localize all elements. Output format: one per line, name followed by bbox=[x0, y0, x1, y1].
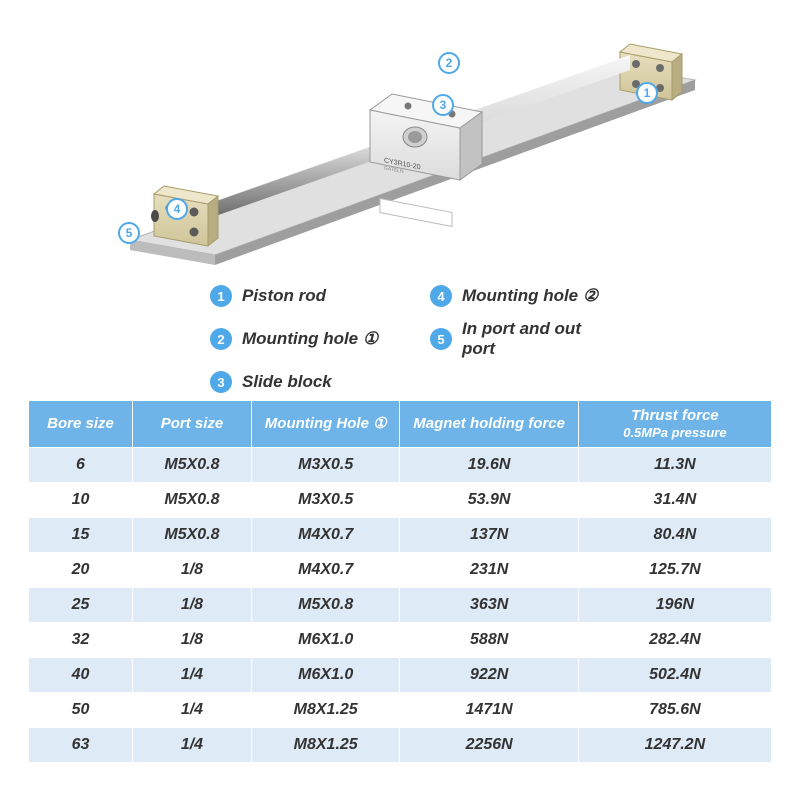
table-cell: 6 bbox=[29, 447, 133, 482]
table-cell: M4X0.7 bbox=[251, 517, 400, 552]
legend-badge-5: 5 bbox=[430, 328, 452, 350]
column-header: Port size bbox=[133, 401, 252, 448]
table-cell: 1/8 bbox=[133, 552, 252, 587]
table-cell: 1/8 bbox=[133, 622, 252, 657]
table-cell: 2256N bbox=[400, 727, 578, 762]
table-row: 401/4M6X1.0922N502.4N bbox=[29, 657, 772, 692]
table-row: 631/4M8X1.252256N1247.2N bbox=[29, 727, 772, 762]
legend-label: Mounting hole ① bbox=[242, 329, 378, 349]
table-cell: M8X1.25 bbox=[251, 692, 400, 727]
table-row: 251/8M5X0.8363N196N bbox=[29, 587, 772, 622]
table-cell: 1471N bbox=[400, 692, 578, 727]
legend-item-2: 2 Mounting hole ① bbox=[210, 319, 390, 359]
table-cell: 15 bbox=[29, 517, 133, 552]
table-cell: 785.6N bbox=[578, 692, 771, 727]
table-cell: 588N bbox=[400, 622, 578, 657]
callout-3: 3 bbox=[432, 94, 454, 116]
legend-item-1: 1 Piston rod bbox=[210, 285, 390, 307]
column-header: Mounting Hole ① bbox=[251, 401, 400, 448]
table-cell: 1/4 bbox=[133, 727, 252, 762]
table-cell: M5X0.8 bbox=[133, 517, 252, 552]
table-cell: 10 bbox=[29, 482, 133, 517]
legend-item-4: 4 Mounting hole ② bbox=[430, 285, 610, 307]
table-cell: 502.4N bbox=[578, 657, 771, 692]
legend-badge-2: 2 bbox=[210, 328, 232, 350]
legend-item-5: 5 In port and out port bbox=[430, 319, 610, 359]
table-cell: 31.4N bbox=[578, 482, 771, 517]
table-body: 6M5X0.8M3X0.519.6N11.3N10M5X0.8M3X0.553.… bbox=[29, 447, 772, 762]
table-row: 501/4M8X1.251471N785.6N bbox=[29, 692, 772, 727]
table-cell: M5X0.8 bbox=[133, 447, 252, 482]
table-cell: M4X0.7 bbox=[251, 552, 400, 587]
callout-2: 2 bbox=[438, 52, 460, 74]
product-diagram: CY3R10-20 GATELN 1 2 3 4 5 bbox=[0, 0, 800, 300]
callout-4: 4 bbox=[166, 198, 188, 220]
column-header: Magnet holding force bbox=[400, 401, 578, 448]
page-root: CY3R10-20 GATELN 12345 1Piston rod4Mount bbox=[0, 0, 800, 800]
column-header: Thrust force0.5MPa pressure bbox=[578, 401, 771, 448]
table-cell: 25 bbox=[29, 587, 133, 622]
table-cell: M5X0.8 bbox=[251, 587, 400, 622]
callout-1: 1 bbox=[636, 82, 658, 104]
spec-table: Bore sizePort sizeMounting Hole ①Magnet … bbox=[28, 400, 772, 763]
table-cell: M3X0.5 bbox=[251, 447, 400, 482]
spec-table-wrap: Bore sizePort sizeMounting Hole ①Magnet … bbox=[28, 400, 772, 763]
table-cell: 1/4 bbox=[133, 692, 252, 727]
table-cell: M3X0.5 bbox=[251, 482, 400, 517]
table-cell: 125.7N bbox=[578, 552, 771, 587]
table-cell: 20 bbox=[29, 552, 133, 587]
table-cell: 196N bbox=[578, 587, 771, 622]
table-cell: 363N bbox=[400, 587, 578, 622]
column-header: Bore size bbox=[29, 401, 133, 448]
legend-badge-4: 4 bbox=[430, 285, 452, 307]
table-row: 15M5X0.8M4X0.7137N80.4N bbox=[29, 517, 772, 552]
callout-5: 5 bbox=[118, 222, 140, 244]
table-cell: 80.4N bbox=[578, 517, 771, 552]
table-cell: 53.9N bbox=[400, 482, 578, 517]
legend-badge-3: 3 bbox=[210, 371, 232, 393]
table-cell: 32 bbox=[29, 622, 133, 657]
table-row: 201/8M4X0.7231N125.7N bbox=[29, 552, 772, 587]
table-cell: 922N bbox=[400, 657, 578, 692]
table-cell: 282.4N bbox=[578, 622, 771, 657]
table-cell: M6X1.0 bbox=[251, 622, 400, 657]
table-cell: 63 bbox=[29, 727, 133, 762]
table-cell: 19.6N bbox=[400, 447, 578, 482]
table-cell: M8X1.25 bbox=[251, 727, 400, 762]
legend: 1 Piston rod 4 Mounting hole ② 2 Mounting hol… bbox=[0, 285, 800, 393]
table-cell: 11.3N bbox=[578, 447, 771, 482]
cylinder-illustration: CY3R10-20 GATELN bbox=[120, 10, 700, 280]
table-cell: 50 bbox=[29, 692, 133, 727]
table-cell: 1247.2N bbox=[578, 727, 771, 762]
legend-label: Mounting hole ② bbox=[462, 286, 598, 306]
legend-badge-1: 1 bbox=[210, 285, 232, 307]
table-cell: 231N bbox=[400, 552, 578, 587]
legend-item-3: 3 Slide block bbox=[210, 371, 390, 393]
legend-label: In port and out port bbox=[462, 319, 610, 359]
table-cell: 1/8 bbox=[133, 587, 252, 622]
table-cell: M5X0.8 bbox=[133, 482, 252, 517]
table-cell: 40 bbox=[29, 657, 133, 692]
table-cell: 137N bbox=[400, 517, 578, 552]
legend-label: Piston rod bbox=[242, 286, 326, 306]
table-cell: 1/4 bbox=[133, 657, 252, 692]
table-row: 6M5X0.8M3X0.519.6N11.3N bbox=[29, 447, 772, 482]
legend-label: Slide block bbox=[242, 372, 332, 392]
table-header-row: Bore sizePort sizeMounting Hole ①Magnet … bbox=[29, 401, 772, 448]
table-row: 10M5X0.8M3X0.553.9N31.4N bbox=[29, 482, 772, 517]
table-cell: M6X1.0 bbox=[251, 657, 400, 692]
table-row: 321/8M6X1.0588N282.4N bbox=[29, 622, 772, 657]
